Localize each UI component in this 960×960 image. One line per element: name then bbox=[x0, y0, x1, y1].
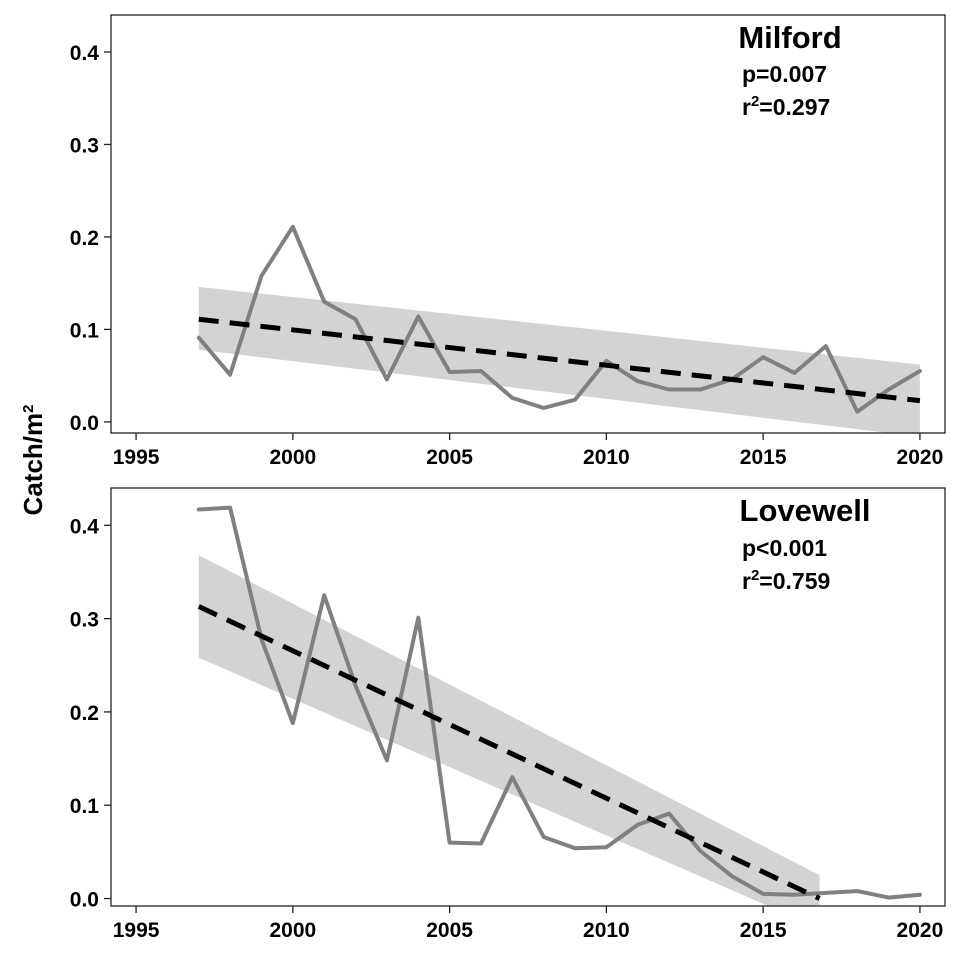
panel-lovewell-x-tick-label: 2005 bbox=[426, 919, 473, 942]
y-axis-title: Catch/m2 bbox=[18, 405, 48, 516]
panel-milford-x-tick-label: 1995 bbox=[113, 446, 160, 469]
panel-lovewell-x-tick-label: 1995 bbox=[113, 919, 160, 942]
panel-milford-x-tick-label: 2000 bbox=[269, 446, 316, 469]
panel-lovewell-r2-value: r2=0.759 bbox=[742, 567, 830, 594]
panel-milford-y-tick-label: 0.2 bbox=[70, 227, 99, 250]
panel-milford: 1995 2000 2005 2010 2015 20200.00.10.20.30.4 … bbox=[70, 14, 946, 469]
panel-milford-y-tick-label: 0.4 bbox=[70, 42, 100, 65]
panel-lovewell-observed-line bbox=[196, 505, 922, 900]
panel-milford-x-tick-label: 2020 bbox=[897, 446, 944, 469]
panel-lovewell: 1995 2000 2005 2010 2015 20200.00.10.20.30.4 … bbox=[70, 487, 946, 942]
panel-milford-x-tick-label: 2005 bbox=[426, 446, 473, 469]
panel-lovewell-confidence-band bbox=[198, 555, 820, 906]
panel-lovewell-y-tick-label: 0.0 bbox=[70, 889, 99, 912]
panel-milford-observed-line bbox=[196, 224, 922, 414]
panel-lovewell-trend-line bbox=[197, 604, 821, 901]
panel-milford-title: Milford bbox=[738, 20, 841, 55]
panel-milford-confidence-band bbox=[198, 286, 920, 433]
panel-milford-y-tick-label: 0.1 bbox=[70, 319, 100, 342]
panel-milford-axes: 1995 2000 2005 2010 2015 2020 0.0 0.1 0.2 0.3 0.4 bbox=[70, 42, 943, 469]
panel-milford-plot bbox=[196, 224, 922, 433]
panel-milford-frame bbox=[110, 14, 946, 434]
panel-lovewell-y-tick-label: 0.3 bbox=[70, 609, 99, 632]
panel-lovewell-frame bbox=[110, 487, 946, 907]
panel-lovewell-axes: 1995 2000 2005 2010 2015 2020 0.0 0.1 0.2 0.3 0.4 bbox=[70, 515, 943, 942]
panel-lovewell-plot bbox=[196, 505, 922, 906]
panel-lovewell-x-tick-label: 2010 bbox=[583, 919, 630, 942]
panel-milford-trend-line bbox=[198, 316, 921, 404]
panel-lovewell-y-tick-label: 0.1 bbox=[70, 795, 100, 818]
panel-milford-p-value: p=0.007 bbox=[742, 61, 827, 87]
panel-milford-r2-value: r2=0.297 bbox=[742, 93, 830, 120]
panel-lovewell-x-tick-label: 2020 bbox=[897, 919, 944, 942]
panel-lovewell-x-tick-label: 2000 bbox=[269, 919, 316, 942]
panel-milford-y-tick-label: 0.3 bbox=[70, 134, 99, 157]
panel-milford-x-tick-label: 2015 bbox=[740, 446, 787, 469]
panel-lovewell-y-tick-label: 0.2 bbox=[70, 702, 99, 725]
panel-lovewell-x-tick-label: 2015 bbox=[740, 919, 787, 942]
panel-milford-y-tick-label: 0.0 bbox=[70, 412, 99, 435]
panel-lovewell-p-value: p<0.001 bbox=[742, 535, 827, 561]
panel-milford-x-tick-label: 2010 bbox=[583, 446, 630, 469]
panel-lovewell-y-tick-label: 0.4 bbox=[70, 515, 100, 538]
panel-lovewell-title: Lovewell bbox=[740, 493, 871, 528]
